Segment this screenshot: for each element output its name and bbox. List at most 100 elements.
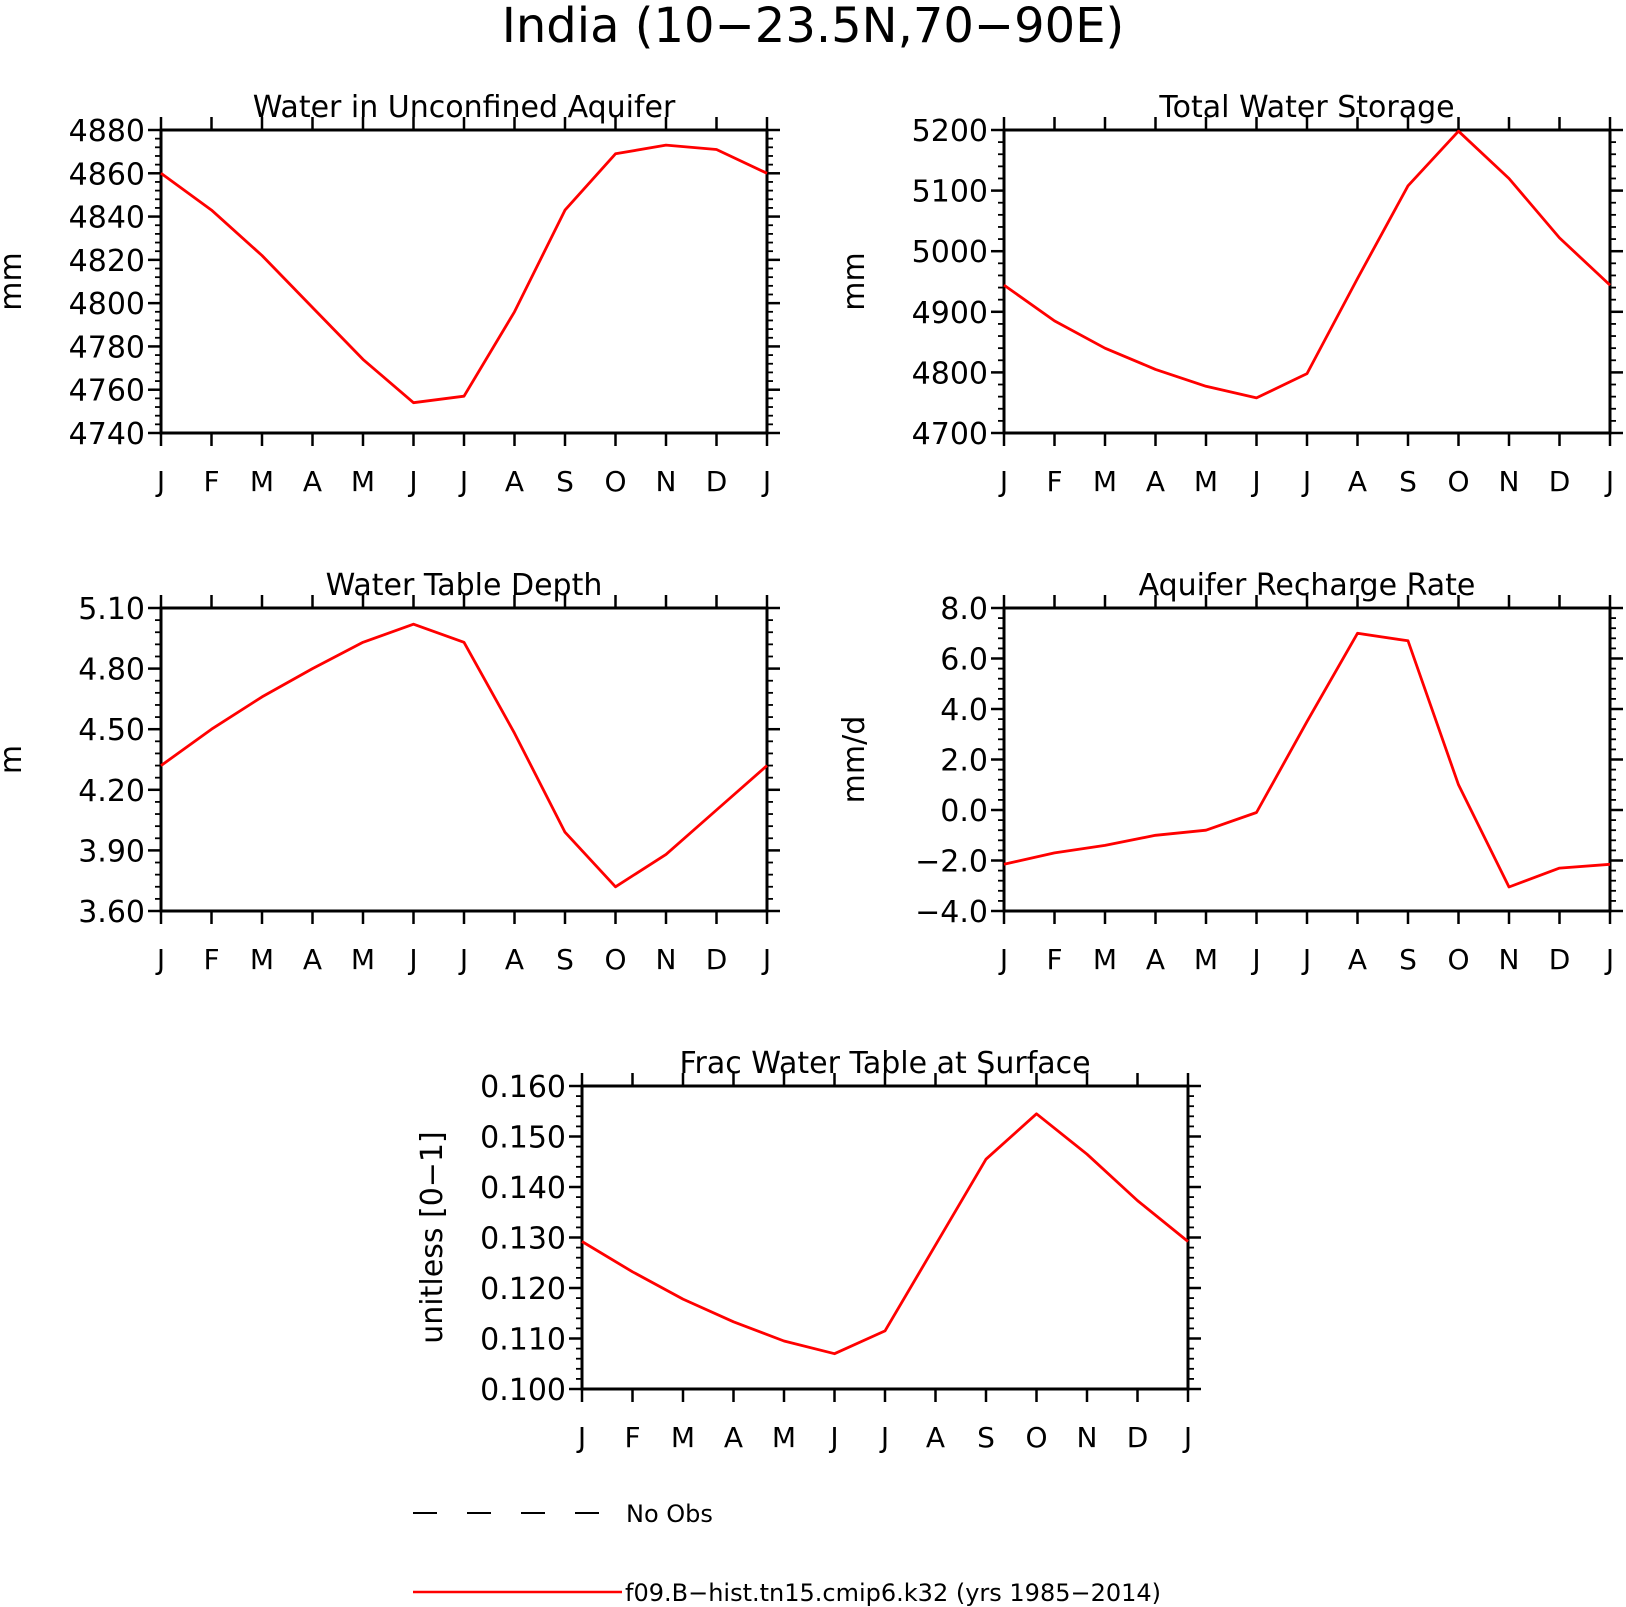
y-tick-label: 0.120 [480, 1272, 566, 1307]
y-tick-label: 3.60 [78, 895, 145, 930]
y-axis-label: mm/d [837, 716, 872, 804]
y-tick-label: −2.0 [915, 845, 988, 880]
x-tick-label: J [1604, 943, 1614, 976]
x-tick-label: J [576, 1421, 586, 1454]
series-line [160, 143, 768, 405]
x-tick-label: O [1025, 1421, 1047, 1454]
y-tick-label: 4760 [69, 374, 145, 409]
y-axis-label: m [0, 745, 29, 774]
x-tick-label: F [203, 943, 219, 976]
y-tick-label: 0.130 [480, 1222, 566, 1257]
x-tick-label: J [1301, 943, 1311, 976]
x-tick-label: N [1499, 465, 1520, 498]
y-tick-label: 0.100 [480, 1373, 566, 1408]
y-tick-label: 5100 [912, 175, 988, 210]
y-axis-label: mm [837, 252, 872, 310]
x-tick-label: M [250, 465, 274, 498]
x-tick-label: N [656, 465, 677, 498]
x-tick-label: J [1301, 465, 1311, 498]
x-tick-label: A [926, 1421, 945, 1454]
y-tick-label: 4900 [912, 296, 988, 331]
y-tick-label: 0.160 [480, 1070, 566, 1105]
x-tick-label: A [1146, 465, 1165, 498]
y-tick-label: 4.20 [78, 774, 145, 809]
legend: No Obs f09.B−hist.tn15.cmip6.k32 (yrs 19… [413, 1500, 1161, 1607]
x-tick-label: F [624, 1421, 640, 1454]
y-tick-label: 8.0 [940, 592, 988, 627]
x-tick-label: M [1194, 465, 1218, 498]
x-tick-label: O [1447, 943, 1469, 976]
x-tick-label: M [351, 465, 375, 498]
y-tick-label: 4.50 [78, 713, 145, 748]
x-tick-label: M [1093, 943, 1117, 976]
y-tick-label: 3.90 [78, 834, 145, 869]
x-tick-label: J [155, 943, 165, 976]
x-tick-label: J [879, 1421, 889, 1454]
y-tick-label: 4780 [69, 330, 145, 365]
y-axis-label: unitless [0−1] [415, 1131, 450, 1343]
y-tick-label: 4840 [69, 201, 145, 236]
x-tick-label: J [761, 465, 771, 498]
x-tick-label: J [761, 943, 771, 976]
series-line [1003, 631, 1611, 889]
plot-frame [159, 606, 769, 913]
y-tick-label: 4800 [69, 287, 145, 322]
series-line [581, 1112, 1189, 1356]
y-tick-label: 5200 [912, 114, 988, 149]
x-tick-label: J [1250, 465, 1260, 498]
y-tick-label: −4.0 [915, 895, 988, 930]
x-tick-label: J [407, 943, 417, 976]
x-tick-label: J [458, 943, 468, 976]
y-tick-label: 0.140 [480, 1171, 566, 1206]
y-tick-label: 2.0 [940, 744, 988, 779]
x-tick-label: M [671, 1421, 695, 1454]
x-tick-label: D [706, 943, 728, 976]
x-tick-label: O [604, 943, 626, 976]
x-tick-label: S [977, 1421, 995, 1454]
x-tick-label: J [998, 465, 1008, 498]
y-tick-label: 0.0 [940, 794, 988, 829]
x-tick-label: A [303, 465, 322, 498]
x-tick-label: M [1194, 943, 1218, 976]
x-tick-label: J [1604, 465, 1614, 498]
x-tick-label: J [407, 465, 417, 498]
y-tick-label: 5000 [912, 235, 988, 270]
x-tick-label: F [1046, 943, 1062, 976]
x-tick-label: S [1399, 943, 1417, 976]
y-tick-label: 4.0 [940, 693, 988, 728]
x-tick-label: D [1549, 465, 1571, 498]
y-tick-label: 4800 [912, 356, 988, 391]
y-tick-label: 4820 [69, 244, 145, 279]
x-tick-label: M [772, 1421, 796, 1454]
x-tick-label: A [724, 1421, 743, 1454]
x-tick-label: J [1250, 943, 1260, 976]
x-tick-label: A [303, 943, 322, 976]
x-tick-label: M [351, 943, 375, 976]
y-tick-label: 4860 [69, 157, 145, 192]
x-tick-label: O [604, 465, 626, 498]
y-tick-label: 5.10 [78, 592, 145, 627]
x-tick-label: S [1399, 465, 1417, 498]
plot-frame [1002, 128, 1612, 435]
x-tick-label: J [998, 943, 1008, 976]
x-tick-label: M [250, 943, 274, 976]
series-line [1003, 129, 1611, 400]
y-tick-label: 4700 [912, 417, 988, 452]
x-tick-label: D [706, 465, 728, 498]
x-tick-label: N [656, 943, 677, 976]
x-tick-label: N [1499, 943, 1520, 976]
x-tick-label: F [1046, 465, 1062, 498]
x-tick-label: A [505, 943, 524, 976]
x-tick-label: O [1447, 465, 1469, 498]
series-line [160, 622, 768, 889]
y-tick-label: 6.0 [940, 643, 988, 678]
x-tick-label: J [155, 465, 165, 498]
x-tick-label: M [1093, 465, 1117, 498]
x-tick-label: J [458, 465, 468, 498]
x-tick-label: D [1549, 943, 1571, 976]
